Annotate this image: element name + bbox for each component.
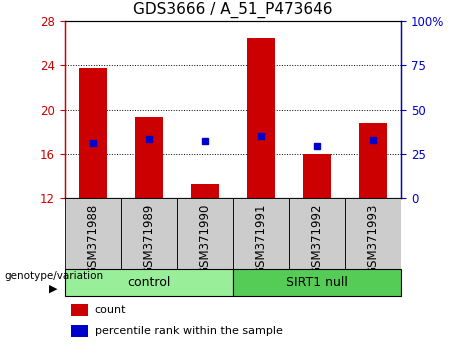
Text: GSM371992: GSM371992: [310, 204, 324, 275]
Bar: [71, 304, 88, 316]
Text: GSM371991: GSM371991: [254, 204, 267, 275]
Bar: [345, 198, 401, 269]
Text: GSM371993: GSM371993: [366, 204, 379, 275]
Bar: [177, 198, 233, 269]
Bar: [359, 123, 387, 198]
Text: percentile rank within the sample: percentile rank within the sample: [95, 326, 283, 336]
Bar: [247, 38, 275, 198]
Text: count: count: [95, 305, 126, 315]
Bar: [65, 198, 121, 269]
Bar: [65, 269, 233, 296]
Text: genotype/variation: genotype/variation: [5, 272, 104, 281]
Text: SIRT1 null: SIRT1 null: [286, 276, 348, 289]
Text: GSM371988: GSM371988: [86, 204, 99, 275]
Bar: [135, 118, 163, 198]
Bar: [71, 325, 88, 337]
Bar: [121, 198, 177, 269]
Title: GDS3666 / A_51_P473646: GDS3666 / A_51_P473646: [133, 2, 332, 18]
Bar: [191, 184, 219, 198]
Text: GSM371990: GSM371990: [198, 204, 211, 275]
Bar: [233, 198, 289, 269]
Bar: [233, 269, 401, 296]
Text: control: control: [127, 276, 171, 289]
Bar: [303, 154, 331, 198]
Bar: [289, 198, 345, 269]
Text: GSM371989: GSM371989: [142, 204, 155, 275]
Text: ▶: ▶: [49, 284, 57, 294]
Bar: [78, 68, 106, 198]
